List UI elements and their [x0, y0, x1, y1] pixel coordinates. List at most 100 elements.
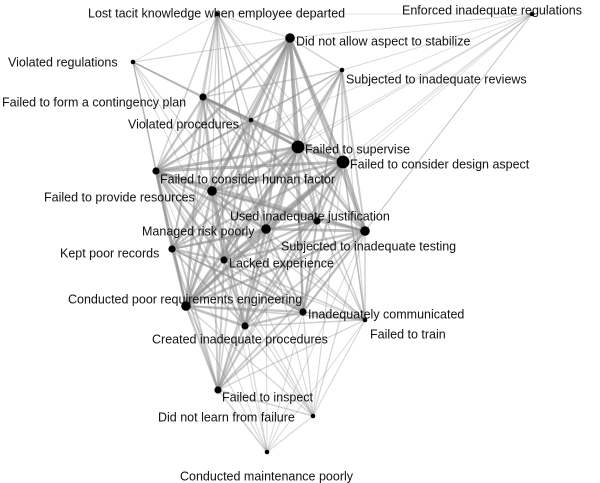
edge-inadequate-testing-requirements	[184, 229, 367, 308]
node-label-procedures: Created inadequate procedures	[152, 332, 328, 346]
edge-communicated-procedures	[243, 310, 305, 328]
node-violated-regs	[130, 59, 136, 65]
edge-contingency-violated-regs	[132, 61, 204, 98]
edge-learn-failure-resources	[211, 190, 314, 417]
node-label-inadequate-testing: Subjected to inadequate testing	[281, 239, 456, 253]
edge-violated-procs-inadequate-reviews	[250, 69, 343, 121]
edge-inadequate-reviews-risk-poorly	[265, 69, 343, 230]
edge-not-stabilize-lost-tacit	[216, 13, 291, 39]
edge-experience-inspect	[217, 259, 225, 391]
node-learn-failure	[310, 413, 316, 419]
edge-maintenance-human-factor	[155, 170, 268, 453]
node-label-experience: Lacked experience	[229, 256, 334, 270]
node-maintenance	[264, 449, 270, 455]
edge-design-aspect-inspect	[217, 161, 344, 391]
edge-violated-regs-human-factor	[132, 61, 157, 172]
node-contingency	[199, 93, 207, 101]
node-lost-tacit	[214, 11, 220, 17]
node-label-train: Failed to train	[370, 327, 446, 341]
edge-requirements-learn-failure	[185, 305, 314, 417]
edge-requirements-justification	[184, 219, 319, 308]
edge-experience-lost-tacit	[216, 13, 225, 261]
edge-lost-tacit-poor-records	[171, 13, 218, 250]
edge-human-factor-procedures	[154, 169, 247, 328]
edge-inspect-learn-failure	[217, 389, 314, 417]
node-enforced-inadequate	[529, 11, 535, 17]
edge-maintenance-risk-poorly	[265, 228, 268, 453]
edge-design-aspect-resources	[210, 160, 345, 193]
edges-layer	[132, 13, 533, 453]
edge-violated-regs-risk-poorly	[132, 61, 267, 230]
edge-procedures-inspect	[216, 324, 247, 392]
edge-train-poor-records	[171, 248, 366, 321]
node-design-aspect	[336, 155, 350, 169]
edge-not-stabilize-human-factor	[154, 36, 292, 173]
edge-enforced-inadequate-resources	[211, 13, 533, 192]
edge-risk-poorly-contingency	[201, 95, 268, 231]
node-label-inspect: Failed to inspect	[222, 390, 314, 404]
edge-design-aspect-enforced-inadequate	[342, 13, 533, 163]
edge-inadequate-testing-experience	[222, 229, 367, 262]
edge-supervise-train	[297, 146, 366, 321]
edge-design-aspect-inadequate-testing	[341, 160, 367, 233]
edge-resources-inspect	[211, 190, 219, 391]
edge-contingency-violated-procs	[201, 95, 253, 122]
node-label-requirements: Conducted poor requirements engineering	[68, 292, 302, 306]
edge-maintenance-inadequate-testing	[266, 230, 366, 453]
edge-design-aspect-learn-failure	[312, 161, 344, 417]
node-requirements	[181, 301, 191, 311]
edge-enforced-inadequate-communicated	[302, 13, 533, 313]
edge-train-design-aspect	[342, 161, 366, 321]
node-justification	[313, 217, 321, 225]
edge-inadequate-testing-justification	[315, 219, 367, 233]
node-label-contingency: Failed to form a contingency plan	[2, 95, 186, 109]
edge-lost-tacit-experience	[216, 13, 225, 261]
node-label-enforced-inadequate: Enforced inadequate regulations	[402, 3, 582, 17]
edge-resources-requirements	[184, 189, 214, 308]
edge-design-aspect-human-factor	[154, 160, 345, 173]
edge-violated-regs-resources	[132, 61, 213, 192]
node-label-communicated: Inadequately communicated	[308, 307, 464, 321]
edge-learn-failure-experience	[223, 259, 314, 417]
edge-learn-failure-train	[312, 319, 366, 417]
edge-human-factor-poor-records	[154, 169, 174, 251]
edge-inadequate-testing-communicated	[301, 229, 367, 314]
edge-human-factor-experience	[154, 169, 226, 262]
edge-requirements-poor-records	[170, 247, 188, 308]
edge-lost-tacit-procedures	[216, 13, 246, 327]
edge-poor-records-inspect	[171, 248, 219, 391]
edge-risk-poorly-justification	[264, 219, 319, 231]
edge-train-resources	[211, 190, 366, 321]
edge-experience-procedures	[222, 258, 247, 328]
edge-supervise-violated-regs	[132, 61, 299, 148]
edge-requirements-maintenance	[185, 305, 268, 453]
edge-justification-procedures	[244, 220, 318, 327]
edge-procedures-learn-failure	[244, 325, 314, 417]
edge-inadequate-testing-enforced-inadequate	[364, 13, 533, 232]
edge-not-stabilize-poor-records	[171, 37, 291, 250]
node-human-factor	[152, 167, 160, 175]
edge-violated-procs-lost-tacit	[216, 13, 252, 121]
edge-violated-procs-violated-regs	[132, 61, 252, 121]
edge-contingency-inadequate-reviews	[202, 69, 343, 98]
edge-resources-risk-poorly	[210, 189, 268, 231]
edge-design-aspect-poor-records	[170, 160, 345, 251]
edge-learn-failure-risk-poorly	[265, 228, 314, 417]
edge-lost-tacit-human-factor	[155, 13, 218, 172]
edge-not-stabilize-enforced-inadequate	[289, 13, 533, 39]
edge-communicated-learn-failure	[302, 311, 314, 417]
edge-requirements-train	[185, 305, 366, 321]
edge-requirements-communicated	[184, 304, 305, 314]
edge-design-aspect-justification	[315, 160, 345, 223]
node-label-justification: Used inadequate justification	[230, 209, 390, 223]
edge-inadequate-reviews-experience	[223, 69, 343, 261]
node-inadequate-reviews	[339, 67, 345, 73]
edge-requirements-inspect	[184, 304, 220, 392]
edge-experience-justification	[222, 219, 319, 262]
edge-resources-justification	[211, 190, 318, 222]
edge-not-stabilize-experience	[222, 36, 292, 262]
edge-inadequate-reviews-communicated	[302, 69, 343, 313]
edge-experience-violated-procs	[223, 119, 252, 261]
edge-maintenance-train	[266, 319, 366, 453]
edge-contingency-justification	[202, 96, 318, 222]
